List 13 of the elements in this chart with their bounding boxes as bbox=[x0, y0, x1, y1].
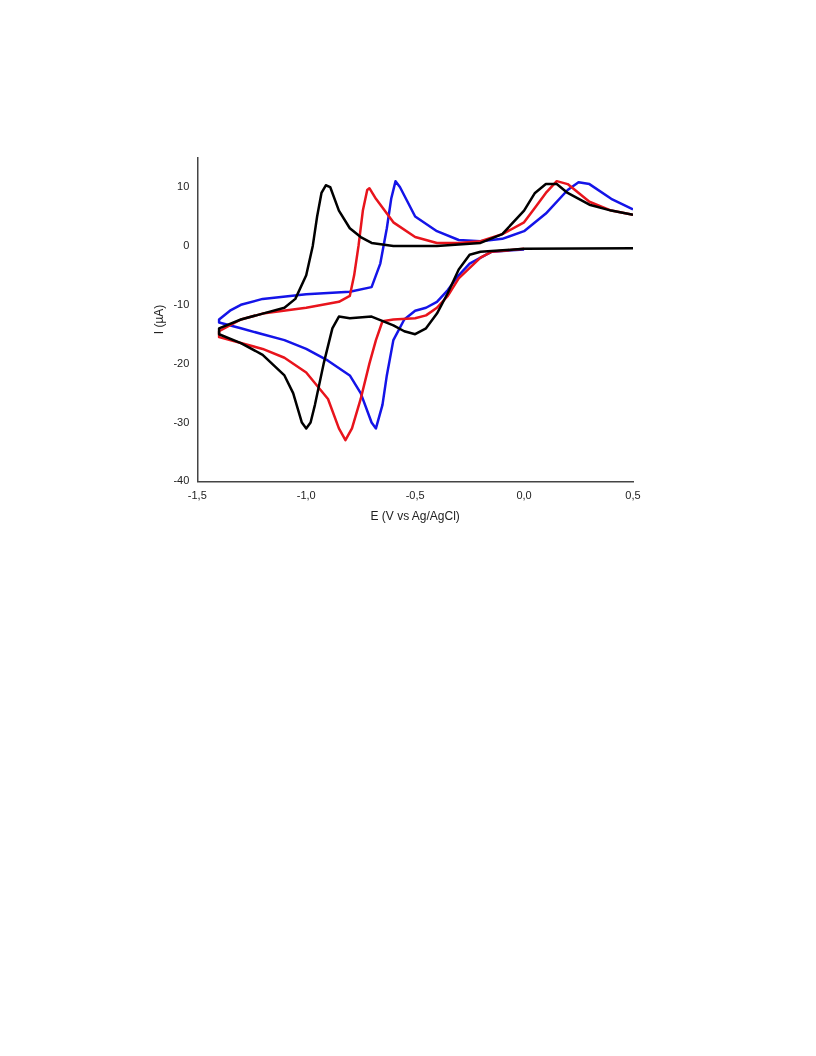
y-tick-label: -30 bbox=[173, 415, 190, 428]
y-tick-label: -40 bbox=[173, 474, 190, 487]
y-tick-label: 0 bbox=[183, 238, 190, 251]
y-tick-label: 10 bbox=[177, 180, 190, 193]
x-axis-title: E (V vs Ag/AgCl) bbox=[370, 509, 460, 524]
x-tick-label: 0,0 bbox=[516, 489, 532, 502]
x-tick-label: -0,5 bbox=[405, 489, 425, 502]
y-tick-label: -20 bbox=[173, 356, 190, 369]
y-axis-title: I (µA) bbox=[151, 304, 166, 335]
x-tick-label: -1,0 bbox=[296, 489, 316, 502]
y-tick-label: -10 bbox=[173, 297, 190, 310]
x-tick-label: -1,5 bbox=[187, 489, 207, 502]
x-tick-label: 0,5 bbox=[625, 489, 641, 502]
